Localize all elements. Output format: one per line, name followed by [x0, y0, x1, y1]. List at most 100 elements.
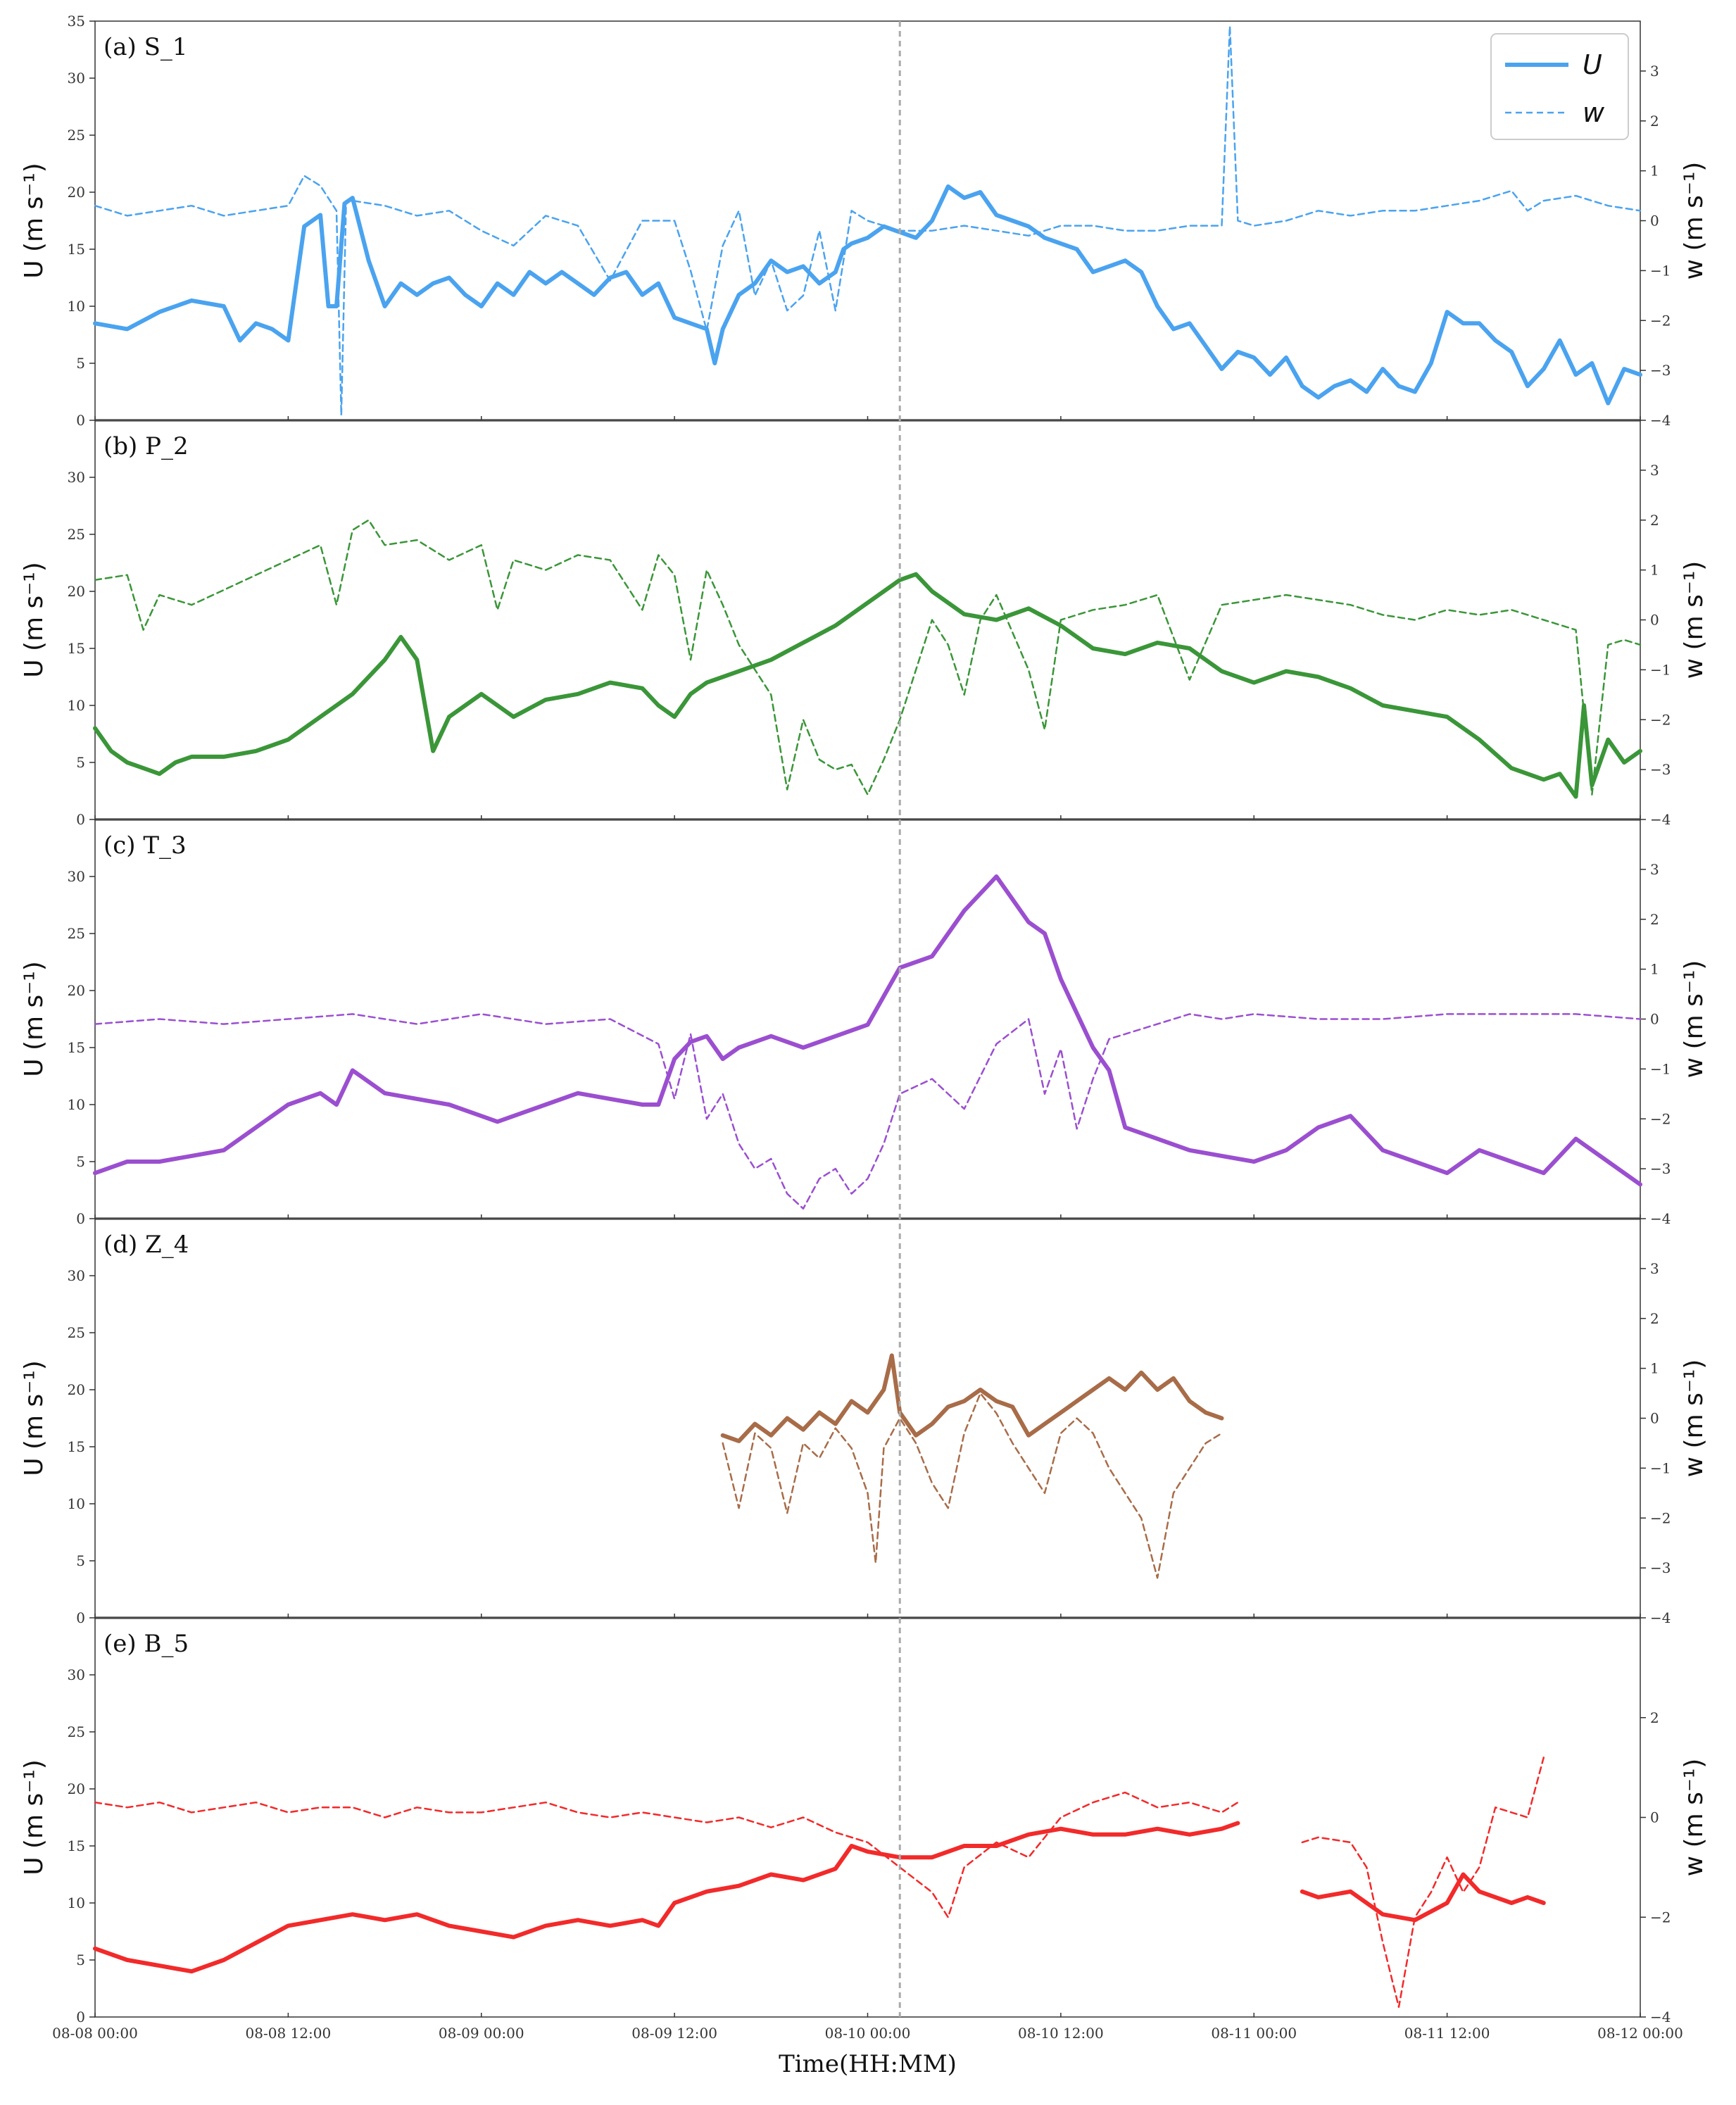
left-tick-label: 30	[68, 70, 85, 87]
right-tick-label: −3	[1650, 362, 1671, 379]
left-tick-label: 0	[76, 811, 85, 828]
series-w-line	[94, 1013, 1642, 1210]
y-axis-label-right: w (m s⁻¹)	[1680, 561, 1709, 679]
left-tick-label: 15	[68, 241, 85, 258]
series-U-line	[93, 874, 1642, 1187]
panel-frame	[94, 1218, 1641, 1619]
left-tick-label: 5	[76, 1952, 85, 1968]
left-tick-label: 25	[68, 127, 85, 144]
series-w-line	[94, 519, 1642, 796]
left-tick-label: 30	[68, 1267, 85, 1284]
left-tick-label: 20	[68, 982, 85, 999]
panel-label: (e) B_5	[103, 1630, 189, 1658]
legend-label-w: w	[1583, 97, 1605, 128]
left-tick-label: 20	[68, 184, 85, 201]
left-tick-label: 5	[76, 355, 85, 372]
legend: Uw	[1490, 33, 1629, 140]
right-tick-label: 0	[1650, 213, 1659, 230]
right-tick-label: 0	[1650, 612, 1659, 629]
left-tick-label: 10	[68, 1894, 85, 1911]
y-axis-label-left: U (m s⁻¹)	[20, 163, 49, 279]
right-tick-label: −2	[1650, 312, 1671, 329]
x-tick-label: 08-10 12:00	[1018, 2025, 1104, 2042]
left-tick-label: 35	[68, 13, 85, 30]
right-tick-label: −4	[1650, 2009, 1671, 2025]
right-tick-label: −4	[1650, 811, 1671, 828]
series-U-line	[93, 184, 1642, 406]
panel-3: 0 5 10 15 20 25 30 −4 −3 −2 −1 0 1 2 3 (c) T_3 U (m s⁻¹)…	[20, 819, 1709, 1227]
right-tick-label: 1	[1650, 562, 1659, 579]
right-tick-label: −4	[1650, 1609, 1671, 1626]
y-axis-label-left: U (m s⁻¹)	[20, 1759, 49, 1875]
panel-label: (d) Z_4	[103, 1231, 189, 1259]
left-tick-label: 15	[68, 1039, 85, 1056]
right-tick-label: 0	[1650, 1410, 1659, 1427]
right-tick-label: −2	[1650, 1110, 1671, 1127]
left-tick-label: 10	[68, 1096, 85, 1113]
y-axis-label-left: U (m s⁻¹)	[20, 1360, 49, 1476]
right-tick-label: 2	[1650, 1310, 1659, 1327]
x-tick-label: 08-11 00:00	[1211, 2025, 1297, 2042]
right-tick-label: −3	[1650, 761, 1671, 778]
right-tick-label: 3	[1650, 861, 1659, 878]
left-tick-label: 0	[76, 2009, 85, 2025]
panel-frame	[94, 420, 1641, 820]
left-tick-label: 25	[68, 526, 85, 543]
panel-4: 0 5 10 15 20 25 30 −4 −3 −2 −1 0 1 2 3 (d) Z_4 U (m s⁻¹)…	[20, 1218, 1709, 1626]
series-w-line	[94, 25, 1642, 417]
right-tick-label: −3	[1650, 1559, 1671, 1576]
x-tick-label: 08-09 00:00	[439, 2025, 524, 2042]
left-tick-label: 0	[76, 1609, 85, 1626]
panel-frame	[94, 1617, 1641, 2018]
left-tick-label: 15	[68, 640, 85, 657]
right-tick-label: 1	[1650, 1360, 1659, 1377]
panel-label: (c) T_3	[103, 831, 187, 860]
panel-label: (a) S_1	[103, 33, 188, 61]
right-tick-label: −1	[1650, 1459, 1671, 1476]
left-tick-label: 20	[68, 1780, 85, 1797]
legend-label-U: U	[1583, 49, 1602, 80]
right-tick-label: 1	[1650, 961, 1659, 978]
left-tick-label: 20	[68, 583, 85, 600]
right-tick-label: 1	[1650, 163, 1659, 180]
right-tick-label: 3	[1650, 1260, 1659, 1277]
left-tick-label: 30	[68, 469, 85, 486]
right-tick-label: 2	[1650, 113, 1659, 130]
x-tick-label: 08-12 00:00	[1597, 2025, 1683, 2042]
left-tick-label: 15	[68, 1837, 85, 1854]
left-tick-label: 10	[68, 298, 85, 315]
left-tick-label: 0	[76, 412, 85, 429]
right-tick-label: −2	[1650, 1509, 1671, 1526]
y-axis-label-left: U (m s⁻¹)	[20, 562, 49, 678]
right-tick-label: −4	[1650, 412, 1671, 429]
y-axis-label-left: U (m s⁻¹)	[20, 961, 49, 1077]
left-tick-label: 10	[68, 1495, 85, 1512]
right-tick-label: −4	[1650, 1210, 1671, 1227]
left-tick-label: 30	[68, 1666, 85, 1683]
left-tick-label: 30	[68, 868, 85, 885]
right-tick-label: 3	[1650, 63, 1659, 80]
right-tick-label: 0	[1650, 1809, 1659, 1826]
right-tick-label: 0	[1650, 1011, 1659, 1028]
panel-5: 0 5 10 15 20 25 30 −4 −2 0 2 (e) B_5 U (m s⁻¹) w (m s…	[20, 1617, 1709, 2025]
left-tick-label: 25	[68, 1723, 85, 1740]
left-tick-label: 15	[68, 1438, 85, 1455]
right-tick-label: −1	[1650, 661, 1671, 678]
x-tick-label: 08-08 12:00	[246, 2025, 332, 2042]
right-tick-label: −2	[1650, 711, 1671, 728]
right-tick-label: −1	[1650, 262, 1671, 279]
y-axis-label-right: w (m s⁻¹)	[1680, 1359, 1709, 1478]
left-tick-label: 5	[76, 1153, 85, 1170]
series-U-line	[720, 1353, 1224, 1443]
right-tick-label: 2	[1650, 1709, 1659, 1726]
right-tick-label: 2	[1650, 911, 1659, 928]
x-tick-label: 08-08 00:00	[52, 2025, 138, 2042]
y-axis-label-right: w (m s⁻¹)	[1680, 162, 1709, 280]
x-tick-label: 08-11 12:00	[1404, 2025, 1490, 2042]
right-tick-label: 2	[1650, 512, 1659, 529]
right-tick-label: −3	[1650, 1160, 1671, 1177]
x-tick-label: 08-10 00:00	[825, 2025, 911, 2042]
series-U-line	[93, 1821, 1546, 1974]
